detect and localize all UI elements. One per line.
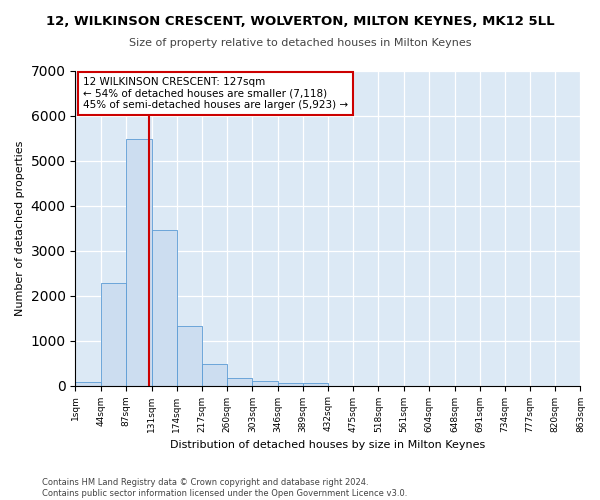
Bar: [126, 139, 152, 386]
X-axis label: Distribution of detached houses by size in Milton Keynes: Distribution of detached houses by size …: [170, 440, 485, 450]
Text: Size of property relative to detached houses in Milton Keynes: Size of property relative to detached ho…: [129, 38, 471, 48]
Bar: [76, 382, 101, 386]
Bar: [303, 384, 328, 386]
Bar: [227, 378, 253, 386]
Text: 12, WILKINSON CRESCENT, WOLVERTON, MILTON KEYNES, MK12 5LL: 12, WILKINSON CRESCENT, WOLVERTON, MILTO…: [46, 15, 554, 28]
Bar: [202, 364, 227, 386]
Bar: [101, 283, 126, 386]
Bar: [152, 230, 177, 386]
Y-axis label: Number of detached properties: Number of detached properties: [15, 140, 25, 316]
Bar: [177, 326, 202, 386]
Text: 12 WILKINSON CRESCENT: 127sqm
← 54% of detached houses are smaller (7,118)
45% o: 12 WILKINSON CRESCENT: 127sqm ← 54% of d…: [83, 77, 348, 110]
Bar: [253, 381, 278, 386]
Text: Contains HM Land Registry data © Crown copyright and database right 2024.
Contai: Contains HM Land Registry data © Crown c…: [42, 478, 407, 498]
Bar: [278, 382, 303, 386]
